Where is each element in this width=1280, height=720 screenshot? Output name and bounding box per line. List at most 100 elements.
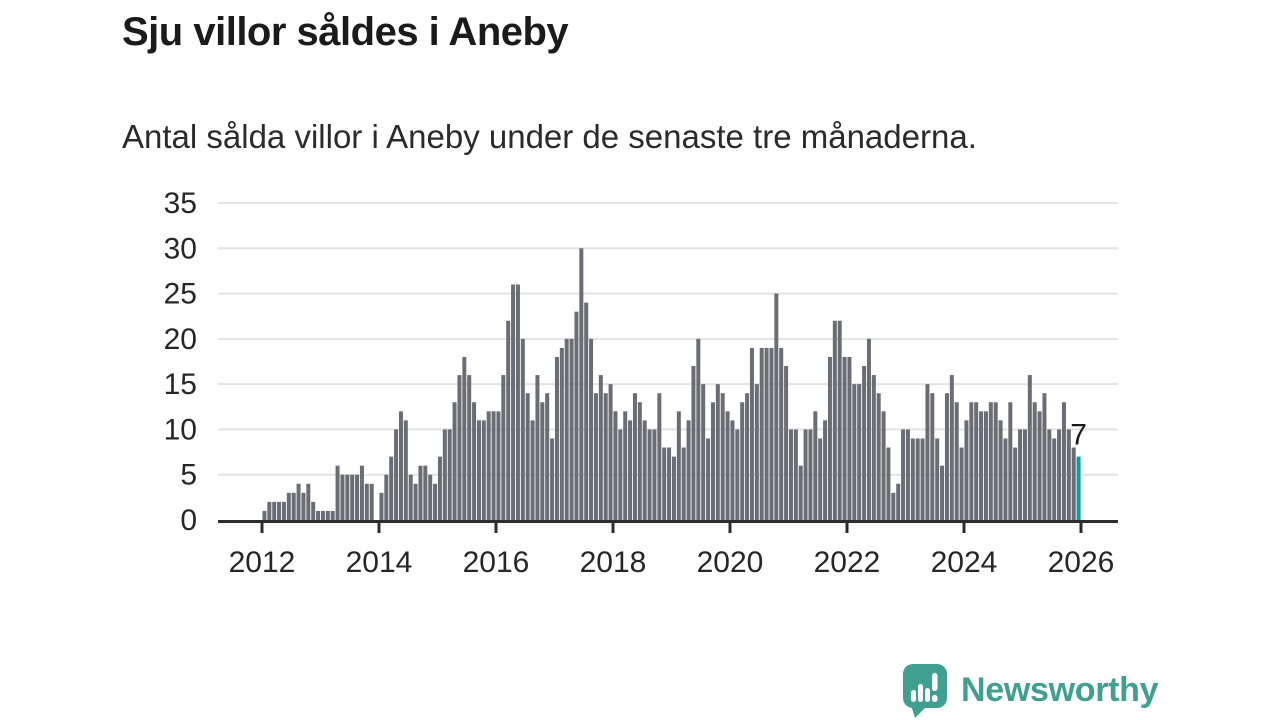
y-tick-label: 30 <box>164 232 197 265</box>
bar <box>384 474 389 520</box>
bar <box>1066 429 1071 520</box>
bar <box>398 411 403 520</box>
bar <box>681 447 686 520</box>
newsworthy-chart-bubble-icon <box>901 662 949 719</box>
bar <box>1037 411 1042 520</box>
bar <box>998 420 1003 520</box>
bar <box>1013 447 1018 520</box>
bar <box>437 456 442 520</box>
bar <box>447 429 452 520</box>
bar <box>554 356 559 520</box>
bar <box>735 429 740 520</box>
bar <box>974 402 979 520</box>
x-tick-label: 2018 <box>580 546 647 579</box>
bar <box>491 411 496 520</box>
bar <box>642 420 647 520</box>
bar <box>813 411 818 520</box>
bar <box>389 456 394 520</box>
bar <box>369 483 374 520</box>
bar <box>628 420 633 520</box>
bar <box>1032 402 1037 520</box>
bar <box>842 356 847 520</box>
y-tick-label: 15 <box>164 368 197 401</box>
bar <box>852 384 857 520</box>
bar <box>423 465 428 520</box>
chart-subtitle: Antal sålda villor i Aneby under de sena… <box>122 118 977 155</box>
bar <box>559 347 564 520</box>
bar <box>784 366 789 520</box>
bar <box>530 420 535 520</box>
bar <box>769 347 774 520</box>
bar <box>511 284 516 520</box>
bar <box>1022 429 1027 520</box>
bar <box>316 510 321 520</box>
bar <box>545 393 550 520</box>
x-tick-label: 2022 <box>814 546 881 579</box>
bar <box>442 429 447 520</box>
x-tick-label: 2024 <box>931 546 998 579</box>
bar <box>535 375 540 520</box>
bar <box>823 420 828 520</box>
bar <box>832 320 837 520</box>
bar <box>871 375 876 520</box>
bar <box>676 411 681 520</box>
bar <box>623 411 628 520</box>
bar <box>901 429 906 520</box>
bar <box>793 429 798 520</box>
bar <box>827 356 832 520</box>
bar <box>710 402 715 520</box>
bar <box>1003 438 1008 520</box>
bar <box>501 375 506 520</box>
bar <box>589 338 594 520</box>
bar <box>944 393 949 520</box>
bar <box>701 384 706 520</box>
bar <box>808 429 813 520</box>
bar <box>886 447 891 520</box>
bar <box>915 438 920 520</box>
bar <box>740 402 745 520</box>
bar <box>647 429 652 520</box>
bar <box>418 465 423 520</box>
highlight-value-label: 7 <box>1070 419 1087 452</box>
bar <box>1052 438 1057 520</box>
bar <box>925 384 930 520</box>
bar <box>637 402 642 520</box>
newsworthy-logo[interactable]: Newsworthy <box>901 662 1159 719</box>
bar <box>896 483 901 520</box>
bar <box>725 411 730 520</box>
bar <box>550 438 555 520</box>
x-axis <box>218 520 1118 533</box>
x-axis-labels: 2012 2014 2016 2018 2020 2022 2024 2026 <box>229 546 1115 579</box>
bar <box>730 420 735 520</box>
bar <box>935 438 940 520</box>
bar <box>413 483 418 520</box>
bar <box>476 420 481 520</box>
bar <box>774 293 779 520</box>
bar <box>779 347 784 520</box>
bar <box>433 483 438 520</box>
y-tick-label: 5 <box>180 459 197 492</box>
gridlines <box>218 202 1118 476</box>
bar <box>394 429 399 520</box>
bar <box>954 402 959 520</box>
bar <box>613 411 618 520</box>
bar <box>876 393 881 520</box>
bar <box>671 456 676 520</box>
bar <box>574 311 579 520</box>
bar <box>515 284 520 520</box>
bar <box>983 411 988 520</box>
x-tick-label: 2026 <box>1048 546 1115 579</box>
bar <box>979 411 984 520</box>
bar <box>584 302 589 520</box>
y-tick-label: 35 <box>164 187 197 220</box>
bar <box>472 402 477 520</box>
bar <box>1018 429 1023 520</box>
bar <box>964 420 969 520</box>
bar <box>301 492 306 520</box>
bar <box>764 347 769 520</box>
bar <box>359 465 364 520</box>
y-tick-label: 20 <box>164 323 197 356</box>
bar <box>618 429 623 520</box>
bar <box>988 402 993 520</box>
bar <box>706 438 711 520</box>
